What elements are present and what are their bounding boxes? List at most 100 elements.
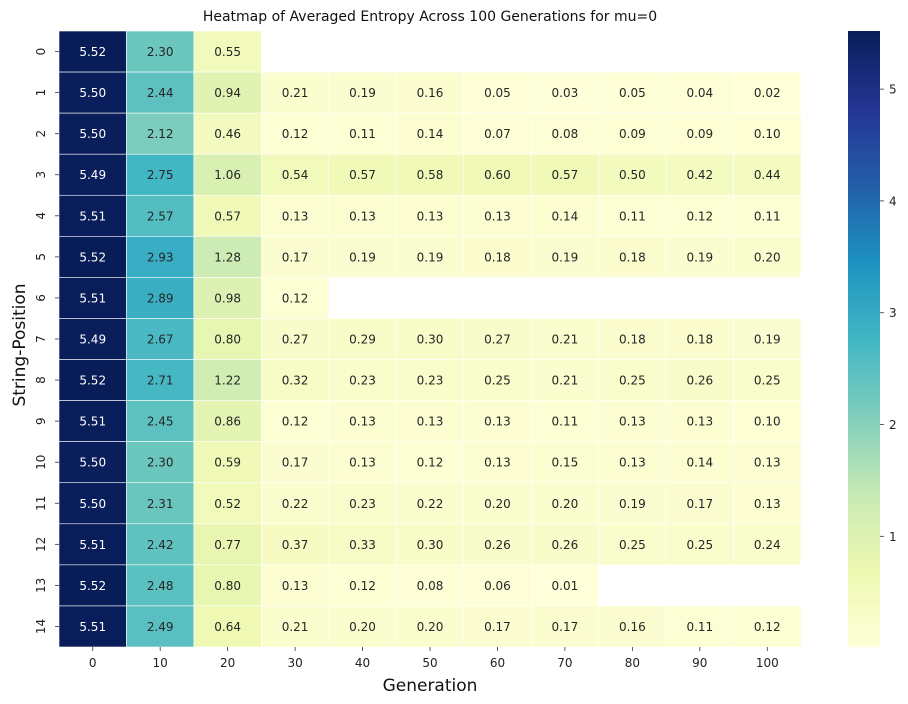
y-tick-label: 5 [34, 253, 48, 261]
cell-value-label: 0.16 [417, 86, 444, 100]
cell-value-label: 0.64 [214, 620, 241, 634]
heatmap-cell [126, 318, 195, 360]
cell-value-label: 0.21 [282, 620, 309, 634]
cell-value-label: 0.13 [619, 415, 646, 429]
cell-value-label: 0.13 [484, 209, 511, 223]
heatmap-cell [193, 153, 262, 196]
heatmap-cell [598, 441, 667, 484]
heatmap-cell [395, 564, 465, 607]
heatmap-cells: 5.52 2.30 0.55 5.50 2.44 0.94 0.21 0.19 0.16 0.05… [58, 30, 802, 648]
cell-value-label: 0.25 [754, 374, 781, 388]
heatmap-cell [530, 359, 599, 401]
cell-value-label: 0.29 [349, 333, 376, 347]
heatmap-cell [193, 71, 262, 114]
heatmap-cell [530, 564, 599, 607]
heatmap-cell [58, 194, 127, 237]
heatmap-cell [261, 153, 330, 196]
cell-value-label: 2.71 [147, 374, 174, 388]
cell-value-label: 0.94 [214, 86, 241, 100]
heatmap-cell [328, 441, 397, 484]
cell-value-label: 0.17 [282, 456, 309, 470]
heatmap-cell [463, 318, 532, 360]
heatmap-cell [193, 112, 262, 155]
heatmap-cell [58, 400, 127, 442]
cell-value-label: 2.30 [147, 456, 174, 470]
heatmap-cell [261, 112, 330, 155]
cell-value-label: 0.25 [619, 374, 646, 388]
heatmap-cell [126, 482, 195, 525]
cell-value-label: 0.24 [754, 538, 781, 552]
heatmap-cell [733, 318, 802, 360]
heatmap-cell [395, 482, 465, 525]
cell-value-label: 0.08 [552, 127, 579, 141]
cell-value-label: 0.12 [349, 579, 376, 593]
y-tick-label: 13 [34, 578, 48, 593]
cell-value-label: 5.49 [79, 333, 106, 347]
cell-value-label: 0.12 [754, 620, 781, 634]
heatmap-cell [463, 482, 532, 525]
heatmap-cell [733, 236, 802, 278]
heatmap-cell [530, 112, 599, 155]
cell-value-label: 0.18 [619, 333, 646, 347]
cell-value-label: 0.13 [282, 209, 309, 223]
cell-value-label: 0.60 [484, 168, 511, 182]
heatmap-cell [261, 523, 330, 566]
heatmap-cell [395, 153, 465, 196]
y-tick-label: 12 [34, 537, 48, 552]
cell-value-label: 0.20 [754, 250, 781, 264]
cell-value-label: 0.21 [552, 374, 579, 388]
heatmap-cell [733, 112, 802, 155]
cell-value-label: 0.21 [552, 333, 579, 347]
cell-value-label: 0.33 [349, 538, 376, 552]
cell-value-label: 0.13 [686, 415, 713, 429]
x-tick-label: 60 [490, 656, 505, 670]
heatmap-cell [463, 71, 532, 114]
heatmap-cell [193, 359, 262, 401]
cell-value-label: 0.05 [619, 86, 646, 100]
cell-value-label: 5.52 [79, 45, 106, 59]
cell-value-label: 0.86 [214, 415, 241, 429]
cell-value-label: 0.19 [349, 86, 376, 100]
cell-value-label: 0.23 [349, 497, 376, 511]
heatmap-cell [598, 71, 667, 114]
cell-value-label: 0.22 [417, 497, 444, 511]
cell-value-label: 2.30 [147, 45, 174, 59]
heatmap-cell [261, 318, 330, 360]
cell-value-label: 0.12 [686, 209, 713, 223]
y-tick-label: 3 [34, 171, 48, 179]
heatmap-cell [598, 523, 667, 566]
cell-value-label: 5.50 [79, 497, 106, 511]
heatmap-cell [463, 564, 532, 607]
x-tick-label: 10 [153, 656, 168, 670]
heatmap-cell [58, 359, 127, 401]
heatmap-cell [126, 564, 195, 607]
cell-value-label: 2.67 [147, 333, 174, 347]
cell-value-label: 0.13 [282, 579, 309, 593]
heatmap-cell [126, 30, 195, 73]
colorbar-tick-label: 2 [889, 418, 897, 432]
cell-value-label: 0.14 [417, 127, 444, 141]
cell-value-label: 0.11 [552, 415, 579, 429]
x-axis: 0 10 20 30 40 50 60 70 80 90 100 [89, 647, 779, 670]
colorbar-tick-label: 3 [889, 306, 897, 320]
cell-value-label: 2.75 [147, 168, 174, 182]
cell-value-label: 0.19 [686, 250, 713, 264]
heatmap-cell [530, 523, 599, 566]
cell-value-label: 5.51 [79, 620, 106, 634]
cell-value-label: 5.52 [79, 250, 106, 264]
heatmap-cell [328, 400, 397, 442]
cell-value-label: 0.55 [214, 45, 241, 59]
cell-value-label: 0.17 [552, 620, 579, 634]
heatmap-cell [463, 112, 532, 155]
heatmap-cell [261, 482, 330, 525]
cell-value-label: 0.03 [552, 86, 579, 100]
cell-value-label: 0.09 [686, 127, 713, 141]
heatmap-cell [733, 194, 802, 237]
heatmap-cell [733, 400, 802, 442]
heatmap-cell [193, 400, 262, 442]
heatmap-cell [126, 523, 195, 566]
heatmap-cell [193, 441, 262, 484]
cell-value-label: 0.20 [484, 497, 511, 511]
cell-value-label: 2.45 [147, 415, 174, 429]
